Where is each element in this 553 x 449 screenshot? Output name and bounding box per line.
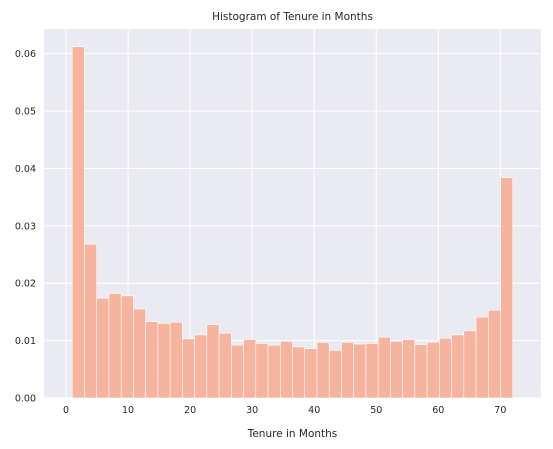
histogram-bar xyxy=(500,177,514,399)
histogram-bar xyxy=(169,321,183,399)
y-tick-label: 0.01 xyxy=(15,336,36,347)
histogram-bar xyxy=(120,295,134,399)
y-tick-label: 0.00 xyxy=(15,394,36,405)
histogram-bar xyxy=(292,346,306,399)
histogram-bars xyxy=(71,46,514,399)
histogram-bar xyxy=(231,344,244,399)
histogram-bar xyxy=(157,323,171,399)
histogram-bar xyxy=(133,308,146,399)
x-tick-label: 40 xyxy=(308,405,320,416)
histogram-bar xyxy=(108,293,122,399)
histogram-bar xyxy=(402,339,416,399)
histogram-bar xyxy=(255,343,269,399)
histogram-bar xyxy=(316,342,330,399)
y-tick-label: 0.05 xyxy=(15,107,36,118)
histogram-bar xyxy=(96,297,110,399)
y-tick-label: 0.06 xyxy=(15,49,36,60)
histogram-bar xyxy=(182,338,195,399)
x-tick-label: 60 xyxy=(432,405,444,416)
histogram-bar xyxy=(341,342,354,399)
histogram-bar xyxy=(267,344,281,399)
histogram-bar xyxy=(145,321,159,399)
histogram-bar xyxy=(353,343,367,399)
histogram-bar xyxy=(426,342,440,399)
tick-labels: 0.00 0.01 0.02 0.03 0.04 0.05 0.06 0 10 20 30 40 50 6… xyxy=(15,49,507,416)
x-tick-label: 0 xyxy=(63,405,69,416)
histogram-bar xyxy=(328,350,342,399)
histogram-bar xyxy=(475,316,489,399)
histogram-bar xyxy=(414,344,428,399)
x-tick-label: 30 xyxy=(246,405,258,416)
y-tick-label: 0.04 xyxy=(15,164,36,175)
histogram-bar xyxy=(390,340,403,399)
histogram-bar xyxy=(194,334,208,399)
histogram-bar xyxy=(304,348,318,399)
y-tick-label: 0.03 xyxy=(15,221,36,232)
histogram-bar xyxy=(206,324,220,399)
x-tick-label: 50 xyxy=(370,405,382,416)
histogram-bar xyxy=(487,309,501,399)
histogram-bar xyxy=(279,340,293,399)
x-tick-label: 70 xyxy=(494,405,506,416)
histogram-bar xyxy=(243,339,257,399)
histogram-bar xyxy=(71,46,85,399)
histogram-bar xyxy=(377,336,391,399)
chart-title: Histogram of Tenure in Months xyxy=(212,11,373,23)
histogram-bar xyxy=(365,343,379,399)
histogram-bar xyxy=(439,338,452,399)
x-axis-label: Tenure in Months xyxy=(247,428,338,440)
histogram-bar xyxy=(451,334,465,399)
x-tick-label: 10 xyxy=(122,405,134,416)
histogram-bar xyxy=(84,243,98,399)
x-tick-label: 20 xyxy=(184,405,196,416)
histogram-bar xyxy=(463,330,477,399)
histogram-bar xyxy=(218,332,232,399)
y-tick-label: 0.02 xyxy=(15,279,36,290)
